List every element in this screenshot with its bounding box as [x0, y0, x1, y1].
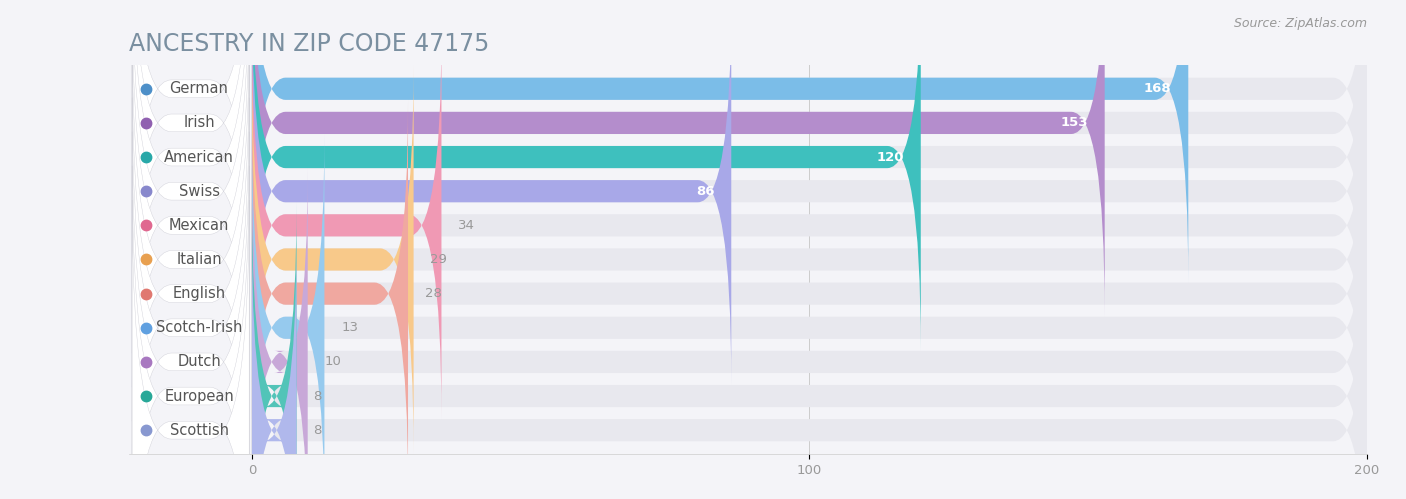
- FancyBboxPatch shape: [252, 31, 1367, 419]
- Text: Scottish: Scottish: [170, 423, 229, 438]
- FancyBboxPatch shape: [252, 66, 413, 453]
- Text: 28: 28: [425, 287, 441, 300]
- FancyBboxPatch shape: [252, 134, 325, 499]
- FancyBboxPatch shape: [252, 31, 441, 419]
- Text: German: German: [170, 81, 228, 96]
- FancyBboxPatch shape: [252, 66, 1367, 453]
- Text: Source: ZipAtlas.com: Source: ZipAtlas.com: [1233, 17, 1367, 30]
- Text: 86: 86: [696, 185, 714, 198]
- FancyBboxPatch shape: [132, 0, 249, 319]
- FancyBboxPatch shape: [252, 0, 1367, 385]
- FancyBboxPatch shape: [252, 168, 308, 499]
- FancyBboxPatch shape: [132, 200, 249, 499]
- FancyBboxPatch shape: [132, 0, 249, 387]
- FancyBboxPatch shape: [132, 98, 249, 499]
- FancyBboxPatch shape: [252, 237, 1367, 499]
- Text: Scotch-Irish: Scotch-Irish: [156, 320, 242, 335]
- FancyBboxPatch shape: [132, 63, 249, 499]
- FancyBboxPatch shape: [252, 0, 1188, 282]
- Text: 168: 168: [1144, 82, 1171, 95]
- FancyBboxPatch shape: [132, 132, 249, 499]
- Text: Mexican: Mexican: [169, 218, 229, 233]
- Text: European: European: [165, 389, 233, 404]
- FancyBboxPatch shape: [252, 134, 1367, 499]
- FancyBboxPatch shape: [132, 166, 249, 499]
- Text: 10: 10: [325, 355, 342, 368]
- Text: 29: 29: [430, 253, 447, 266]
- FancyBboxPatch shape: [132, 29, 249, 490]
- Text: English: English: [173, 286, 225, 301]
- Text: 153: 153: [1060, 116, 1088, 129]
- FancyBboxPatch shape: [252, 202, 297, 499]
- FancyBboxPatch shape: [252, 168, 1367, 499]
- FancyBboxPatch shape: [252, 0, 1105, 317]
- FancyBboxPatch shape: [252, 0, 1367, 351]
- FancyBboxPatch shape: [252, 0, 1367, 282]
- Text: 13: 13: [342, 321, 359, 334]
- Text: 34: 34: [458, 219, 475, 232]
- Text: Italian: Italian: [176, 252, 222, 267]
- Text: 8: 8: [314, 390, 322, 403]
- Text: Swiss: Swiss: [179, 184, 219, 199]
- FancyBboxPatch shape: [252, 202, 1367, 499]
- Text: Irish: Irish: [183, 115, 215, 130]
- FancyBboxPatch shape: [252, 0, 1367, 317]
- FancyBboxPatch shape: [252, 0, 921, 351]
- Text: 8: 8: [314, 424, 322, 437]
- Text: 120: 120: [876, 151, 904, 164]
- FancyBboxPatch shape: [252, 100, 408, 488]
- FancyBboxPatch shape: [132, 0, 249, 353]
- FancyBboxPatch shape: [132, 0, 249, 421]
- Text: American: American: [165, 150, 233, 165]
- FancyBboxPatch shape: [252, 237, 297, 499]
- FancyBboxPatch shape: [132, 0, 249, 456]
- FancyBboxPatch shape: [252, 100, 1367, 488]
- Text: Dutch: Dutch: [177, 354, 221, 369]
- Text: ANCESTRY IN ZIP CODE 47175: ANCESTRY IN ZIP CODE 47175: [129, 32, 489, 56]
- FancyBboxPatch shape: [252, 0, 731, 385]
